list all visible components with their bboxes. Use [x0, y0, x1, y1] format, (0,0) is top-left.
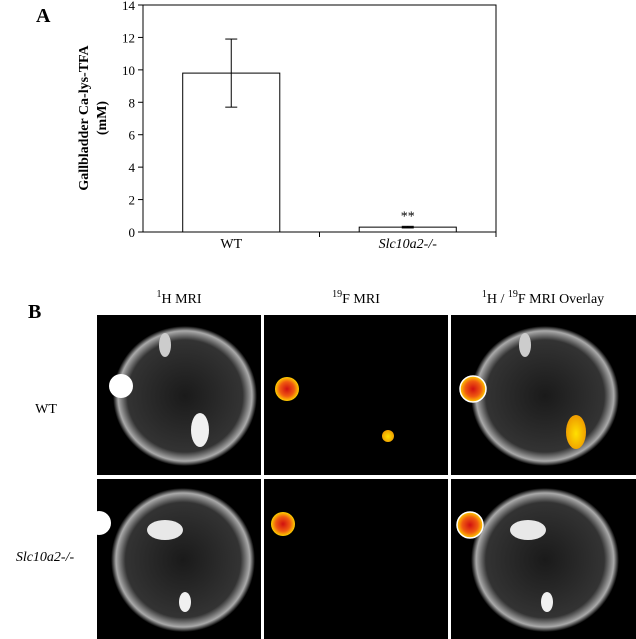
y-tick-label: 8 [129, 95, 136, 110]
y-tick-label: 4 [129, 160, 136, 175]
organ [179, 592, 191, 612]
y-axis-label: (mM) [95, 101, 110, 136]
f-signal [566, 415, 586, 449]
bar-chart: 0 2 4 6 8 10 12 14 Gallbladder Ca-lys-TFA (mM) WT S… [77, 0, 497, 252]
x-tick-label: WT [220, 237, 242, 252]
gallbladder [147, 520, 183, 540]
f-signal [271, 512, 295, 536]
y-tick-label: 2 [129, 193, 136, 208]
mri-body [471, 326, 619, 466]
x-tick-label: Slc10a2-/- [379, 237, 438, 252]
spine [159, 333, 171, 357]
row-label: WT [35, 402, 57, 417]
y-tick-label: 14 [122, 0, 136, 13]
mri-labels: 1H MRI 19F MRI 1H / 19F MRI OverlayWTSlc10… [16, 289, 604, 565]
header-text: F MRI Overlay [518, 292, 604, 307]
y-tick-label: 12 [122, 30, 135, 45]
mri-images [87, 315, 636, 639]
panel-label: A [36, 5, 51, 27]
reference-vial [87, 511, 111, 535]
header-superscript: 1 [156, 289, 161, 300]
y-tick-label: 6 [129, 128, 136, 143]
column-header: 19F MRI [332, 289, 380, 307]
gallbladder [191, 413, 209, 447]
header-superscript: 1 [482, 289, 487, 300]
header-superscript: 19 [508, 289, 518, 300]
panel-label: B [28, 301, 41, 323]
f-signal [382, 430, 394, 442]
f-signal [456, 511, 484, 539]
y-tick-label: 10 [122, 63, 135, 78]
y-axis-label: Gallbladder Ca-lys-TFA [77, 44, 92, 190]
gallbladder [510, 520, 546, 540]
header-text: H / [487, 292, 508, 307]
header-text: F MRI [342, 292, 380, 307]
annotation: ** [401, 209, 415, 224]
row-label: Slc10a2-/- [16, 550, 75, 565]
mri-body [111, 488, 255, 632]
organ [541, 592, 553, 612]
mri-image [264, 479, 448, 639]
header-superscript: 19 [332, 289, 342, 300]
f-signal [459, 375, 487, 403]
mri-body [471, 488, 619, 632]
spine [519, 333, 531, 357]
f-signal [275, 377, 299, 401]
mri-body [113, 326, 257, 466]
column-header: 1H MRI [156, 289, 201, 307]
column-header: 1H / 19F MRI Overlay [482, 289, 604, 307]
header-text: H MRI [161, 292, 201, 307]
reference-vial [109, 374, 133, 398]
y-tick-label: 0 [129, 225, 136, 240]
